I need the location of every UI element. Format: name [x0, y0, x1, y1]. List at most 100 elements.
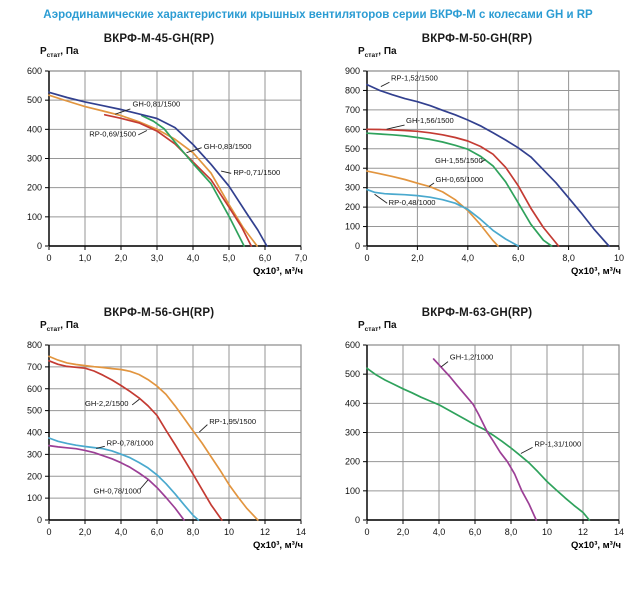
x-axis-label: Qx10³, м³/ч [252, 540, 302, 551]
x-tick-label: 7,0 [294, 253, 307, 263]
x-tick-label: 0 [46, 253, 51, 263]
y-tick-label: 300 [344, 183, 359, 193]
callout-line [198, 424, 208, 433]
y-axis-label-unit: , Па [60, 46, 79, 57]
x-tick-label: 4,0 [186, 253, 199, 263]
series-label: GH-0,78/1000 [93, 486, 141, 495]
x-tick-label: 14 [613, 527, 623, 537]
y-tick-label: 200 [26, 471, 41, 481]
curve-RP-0,78/1000 [47, 437, 199, 521]
x-tick-label: 6,0 [258, 253, 271, 263]
y-axis-label: Pстат, Па [358, 320, 397, 333]
callout-line [373, 193, 387, 204]
y-tick-label: 100 [26, 212, 41, 222]
x-tick-label: 4,0 [432, 527, 445, 537]
curve-GH-0,65/1000 [365, 170, 499, 247]
plot-area: 0 2,0 4,0 6,0 8,0 100100200300400500600700800… [344, 66, 623, 277]
y-tick-label: 200 [26, 183, 41, 193]
x-tick-label: 0 [364, 527, 369, 537]
chart-title: ВКРФ-М-50-GH(RP) [421, 33, 533, 45]
curve-GH-0,83/1500 [140, 114, 245, 247]
x-tick-label: 6,0 [468, 527, 481, 537]
series-label: GH-1,55/1500 [435, 156, 483, 165]
y-axis-label: Pстат, Па [358, 46, 397, 59]
x-tick-label: 2,0 [114, 253, 127, 263]
callout-line [185, 147, 202, 154]
callout-line [440, 361, 448, 368]
x-tick-label: 2,0 [396, 527, 409, 537]
curve-RP-0,71/1500 [47, 91, 268, 247]
charts-grid: ВКРФ-М-45-GH(RP) Pстат, Па 0 1,0 2,0 3,0 4,0… [0, 33, 636, 565]
callout-line [131, 398, 140, 406]
chart-vkrf-m-45: ВКРФ-М-45-GH(RP) Pстат, Па 0 1,0 2,0 3,0 4,0… [0, 33, 318, 291]
y-axis-label-subscript: стат [364, 326, 379, 333]
callout-line [380, 81, 390, 87]
x-tick-label: 12 [577, 527, 587, 537]
y-tick-label: 900 [344, 66, 359, 76]
series-label: RP-0,78/1000 [106, 439, 153, 448]
chart-title: ВКРФ-М-56-GH(RP) [103, 307, 215, 319]
y-tick-label: 400 [26, 428, 41, 438]
callout-line [520, 446, 533, 454]
y-tick-label: 800 [344, 85, 359, 95]
x-tick-label: 0 [364, 253, 369, 263]
y-axis-label-subscript: стат [46, 326, 61, 333]
y-tick-label: 400 [344, 398, 359, 408]
y-axis-label-subscript: стат [46, 52, 61, 59]
y-tick-label: 300 [344, 428, 359, 438]
x-tick-label: 6,0 [150, 527, 163, 537]
x-tick-label: 5,0 [222, 253, 235, 263]
y-axis-label-unit: , Па [60, 320, 79, 331]
x-tick-label: 4,0 [114, 527, 127, 537]
x-tick-label: 10 [613, 253, 623, 263]
callout-line [428, 182, 434, 187]
series-label: GH-0,83/1500 [203, 142, 251, 151]
y-tick-label: 500 [26, 406, 41, 416]
y-axis-label-subscript: стат [364, 52, 379, 59]
series-label: RP-1,31/1000 [534, 440, 581, 449]
y-tick-label: 600 [26, 384, 41, 394]
y-axis-label-symbol: P [358, 46, 365, 57]
y-tick-label: 200 [344, 457, 359, 467]
y-tick-label: 0 [36, 241, 41, 251]
x-tick-label: 8,0 [186, 527, 199, 537]
x-tick-label: 0 [46, 527, 51, 537]
y-axis-label-symbol: P [40, 46, 47, 57]
curve-RP-1,95/1500 [47, 355, 259, 521]
plot-frame [365, 70, 620, 247]
y-tick-label: 400 [344, 163, 359, 173]
y-tick-label: 100 [344, 486, 359, 496]
page-title: Аэродинамические характеристики крышных … [43, 9, 593, 21]
y-axis-label: Pстат, Па [40, 46, 79, 59]
y-axis-label-unit: , Па [378, 46, 397, 57]
y-tick-label: 600 [344, 124, 359, 134]
y-tick-label: 500 [344, 369, 359, 379]
x-tick-label: 8,0 [504, 527, 517, 537]
x-tick-label: 10 [223, 527, 233, 537]
y-tick-label: 300 [26, 449, 41, 459]
curve-RP-0,69/1500 [47, 94, 258, 247]
callout-line [480, 159, 486, 163]
x-tick-label: 8,0 [562, 253, 575, 263]
y-tick-label: 700 [344, 105, 359, 115]
series-label: GH-0,65/1000 [435, 175, 483, 184]
callout-line [137, 130, 147, 136]
x-tick-label: 2,0 [411, 253, 424, 263]
y-tick-label: 600 [344, 340, 359, 350]
series-label: RP-0,71/1500 [233, 168, 280, 177]
y-tick-label: 100 [26, 493, 41, 503]
callout-line [386, 124, 405, 130]
curve-GH-2,2/1500 [47, 359, 223, 521]
chart-vkrf-m-63: ВКРФ-М-63-GH(RP) Pстат, Па 0 2,0 4,0 6,0 8,0… [318, 307, 636, 565]
y-tick-label: 500 [26, 95, 41, 105]
y-tick-label: 0 [354, 241, 359, 251]
x-tick-label: 6,0 [511, 253, 524, 263]
curve-RP-0,48/1000 [365, 188, 519, 247]
plot-area: 0 2,0 4,0 6,0 8,0 10 12 14 0 100 200 300 400 500 600 70… [26, 340, 305, 551]
curve-RP-1,52/1500 [365, 83, 610, 247]
y-axis-label-unit: , Па [378, 320, 397, 331]
series-label: GH-2,2/1500 [85, 399, 128, 408]
x-tick-label: 10 [541, 527, 551, 537]
series-label: GH-0,81/1500 [132, 100, 180, 109]
curve-GH-0,78/1000 [47, 444, 185, 521]
